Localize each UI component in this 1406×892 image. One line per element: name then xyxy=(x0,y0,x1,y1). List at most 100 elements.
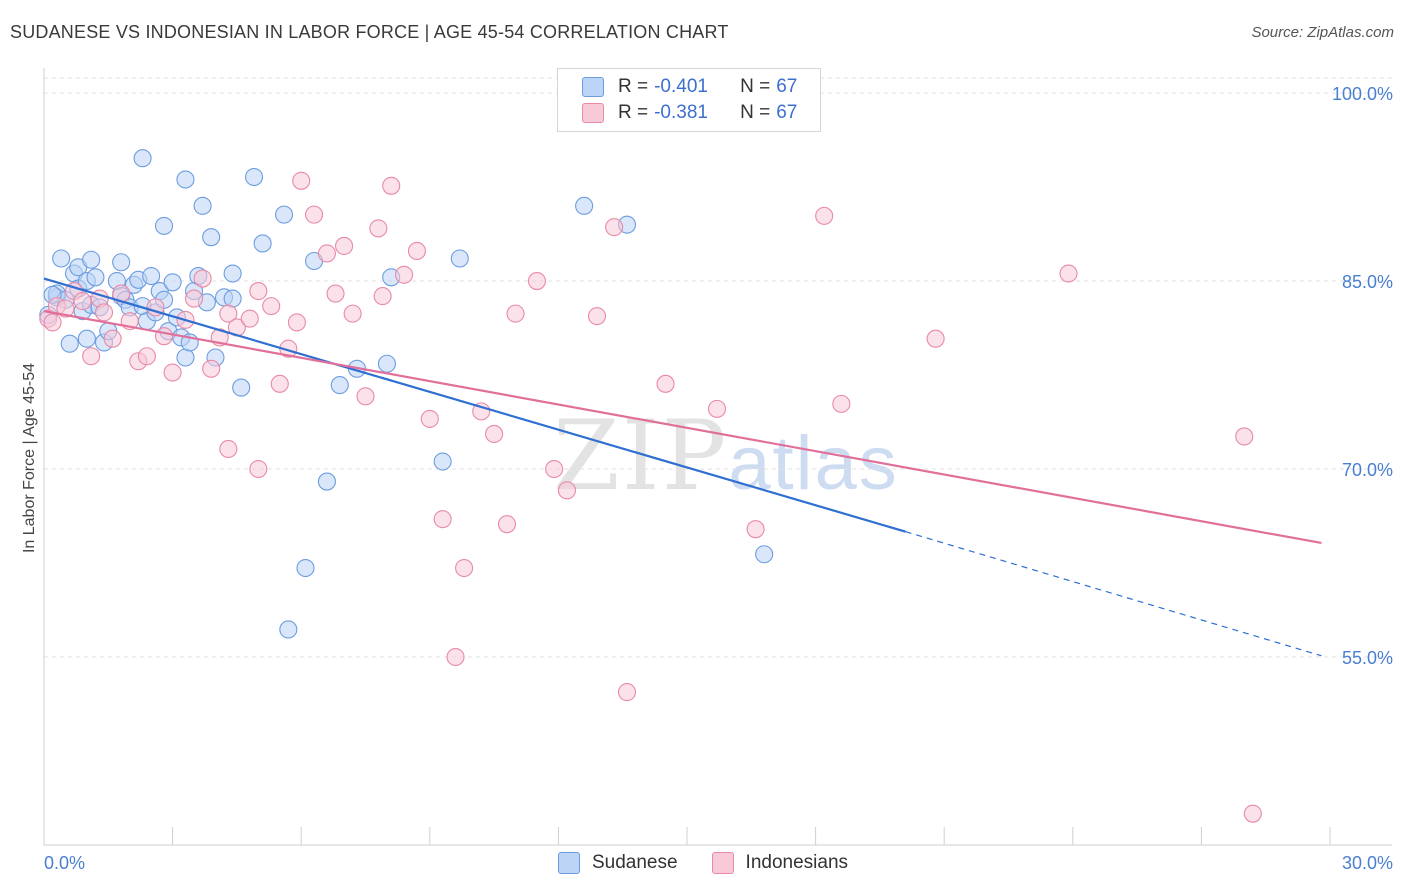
indonesian-point xyxy=(326,284,345,303)
legend-r-value: -0.381 xyxy=(654,102,708,123)
sudanese-point xyxy=(317,472,336,491)
sudanese-point xyxy=(450,249,469,268)
indonesian-point xyxy=(605,218,624,237)
indonesian-point xyxy=(407,241,426,261)
legend-r-label: R = xyxy=(618,102,649,123)
indonesian-point xyxy=(292,171,311,190)
legend-item-sudanese: Sudanese xyxy=(557,852,678,874)
indonesian-point xyxy=(193,269,212,288)
sudanese-point xyxy=(296,558,315,578)
sudanese-point xyxy=(232,378,251,397)
indonesian-point xyxy=(103,329,122,348)
sudanese-point xyxy=(82,250,101,269)
sudanese-point xyxy=(176,170,195,189)
indonesian-point xyxy=(527,271,547,291)
indonesian-point xyxy=(1059,264,1078,283)
legend-n-value: 67 xyxy=(776,102,798,123)
x-tick-label-max: 30.0% xyxy=(1342,853,1393,873)
sudanese-point xyxy=(142,266,161,286)
legend-row-sudanese: R = -0.401 N = 67 xyxy=(582,75,797,99)
y-tick-label: 70.0% xyxy=(1342,460,1393,480)
y-tick-label: 85.0% xyxy=(1342,272,1393,292)
x-tick-label-min: 0.0% xyxy=(44,853,85,873)
indonesian-point xyxy=(455,558,474,578)
sudanese-point xyxy=(223,289,242,308)
indonesian-point xyxy=(249,459,268,479)
indonesian-point xyxy=(154,327,174,346)
indonesian-point xyxy=(617,683,637,702)
legend-label-sudanese: Sudanese xyxy=(591,852,678,873)
indonesian-point xyxy=(335,236,354,256)
y-axis-label: In Labor Force | Age 45-54 xyxy=(21,363,38,553)
indonesian-point xyxy=(485,424,504,443)
indonesian-point xyxy=(343,304,362,323)
indonesian-point xyxy=(656,374,675,393)
sudanese-point xyxy=(154,216,174,235)
sudanese-point xyxy=(202,228,221,247)
indonesian-point xyxy=(1235,427,1254,446)
legend-label-indonesians: Indonesians xyxy=(745,852,849,873)
indonesian-point xyxy=(270,374,289,393)
indonesian-point xyxy=(249,282,268,301)
y-tick-label: 100.0% xyxy=(1332,84,1393,104)
series-legend: Sudanese Indonesians xyxy=(0,852,1406,874)
indonesian-point xyxy=(557,481,577,500)
sudanese-trend-extension xyxy=(905,531,1322,657)
sudanese-point xyxy=(193,196,212,215)
indonesian-point xyxy=(73,292,92,311)
indonesian-point xyxy=(382,176,401,195)
indonesian-point xyxy=(497,515,517,534)
indonesian-point xyxy=(219,439,238,459)
legend-row-indonesians: R = -0.381 N = 67 xyxy=(582,101,797,125)
indonesian-point xyxy=(137,347,156,366)
legend-swatch-indonesians xyxy=(711,852,734,874)
sudanese-point xyxy=(244,167,264,187)
indonesian-point xyxy=(395,265,414,284)
indonesian-point xyxy=(433,510,452,529)
sudanese-point xyxy=(575,196,594,215)
legend-n-value: 67 xyxy=(776,76,798,97)
watermark-atlas: atlas xyxy=(728,421,899,506)
indonesian-point xyxy=(356,387,375,406)
legend-n-label: N = xyxy=(740,102,771,123)
sudanese-point xyxy=(275,205,294,224)
indonesian-point xyxy=(94,303,114,322)
legend-item-indonesians: Indonesians xyxy=(711,852,849,874)
sudanese-point xyxy=(253,234,272,253)
sudanese-point xyxy=(86,268,105,287)
indonesian-point xyxy=(317,244,336,263)
indonesian-point xyxy=(163,363,182,382)
sudanese-point xyxy=(163,273,182,292)
indonesian-point xyxy=(82,347,101,366)
chart-title: SUDANESE VS INDONESIAN IN LABOR FORCE | … xyxy=(10,22,729,42)
sudanese-point xyxy=(77,329,96,348)
indonesian-point xyxy=(219,304,238,323)
legend-swatch-indonesians xyxy=(582,103,604,123)
indonesian-point xyxy=(56,299,75,318)
sudanese-point xyxy=(112,253,131,272)
indonesian-point xyxy=(373,287,392,306)
sudanese-point xyxy=(52,249,71,268)
stats-legend: R = -0.401 N = 67 R = -0.381 N = 67 xyxy=(557,68,821,132)
indonesian-point xyxy=(369,219,388,238)
indonesian-point xyxy=(746,520,765,539)
sudanese-point xyxy=(279,620,298,639)
indonesian-point xyxy=(202,359,221,378)
indonesian-point xyxy=(262,297,281,316)
indonesian-point xyxy=(446,647,465,667)
y-tick-label: 55.0% xyxy=(1342,648,1393,668)
legend-swatch-sudanese xyxy=(582,77,604,97)
sudanese-point xyxy=(330,376,349,395)
indonesian-point xyxy=(587,307,607,326)
sudanese-point xyxy=(60,334,79,353)
indonesian-point xyxy=(184,289,204,308)
indonesian-point xyxy=(707,399,727,418)
source-label: Source: ZipAtlas.com xyxy=(1251,24,1394,41)
sudanese-point xyxy=(176,348,195,367)
indonesian-point xyxy=(815,206,834,225)
sudanese-point xyxy=(433,452,452,471)
legend-n-label: N = xyxy=(740,76,771,97)
sudanese-point xyxy=(133,149,152,168)
sudanese-trend-line xyxy=(43,277,906,533)
